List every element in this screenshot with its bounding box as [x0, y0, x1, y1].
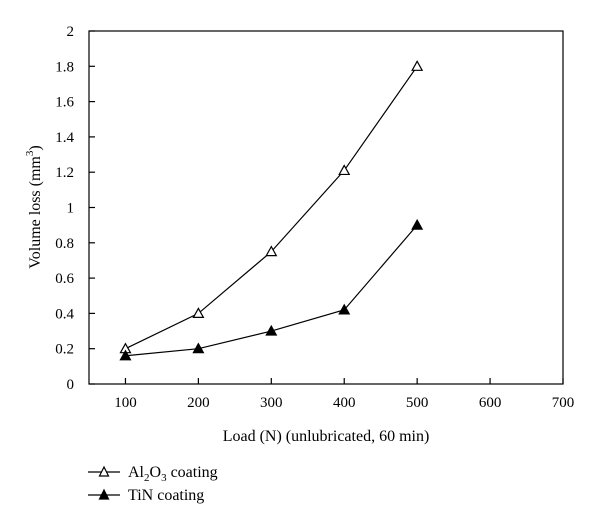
data-point-tin: [338, 303, 351, 315]
y-tick-label: 1.2: [55, 165, 74, 181]
data-point-al2o3: [192, 307, 205, 318]
legend-label-al2o3: Al2O3 coating: [128, 464, 218, 484]
x-tick-label: 300: [260, 395, 283, 411]
data-point-al2o3: [338, 164, 351, 176]
x-tick-label: 400: [333, 395, 356, 411]
x-axis-ticks: 100 200 300 400 500 600 700: [114, 378, 574, 411]
plot-frame: [88, 30, 564, 385]
y-axis-title-main: Volume loss (mm: [27, 156, 44, 269]
legend: Al2O3 coating TiN coating: [88, 464, 218, 504]
data-point-al2o3: [265, 245, 278, 257]
y-tick-label: 1: [67, 201, 75, 217]
y-tick-label: 0.8: [55, 236, 74, 252]
y-axis-title: Volume loss (mm3): [24, 145, 44, 268]
data-point-al2o3: [411, 60, 424, 71]
x-axis-title: Load (N) (unlubricated, 60 min): [223, 428, 430, 445]
legend-label-al2o3-sub-1: 2: [144, 472, 150, 484]
legend-marker-al2o3: [98, 465, 110, 477]
y-axis-title-close: ): [27, 145, 44, 150]
axes: [88, 30, 564, 385]
y-tick-label: 1.6: [55, 95, 74, 111]
data-point-tin: [192, 342, 205, 354]
x-tick-label: 100: [114, 395, 137, 411]
x-tick-label: 200: [187, 395, 210, 411]
x-tick-label: 600: [479, 395, 502, 411]
series-line-tin: [125, 224, 418, 357]
legend-label-tin: TiN coating: [128, 487, 204, 504]
series-line-al2o3: [125, 65, 418, 350]
y-tick-label: 0.4: [55, 306, 74, 322]
legend-label-al2o3-part-3: coating: [167, 464, 218, 481]
legend-item-al2o3: Al2O3 coating: [88, 464, 218, 484]
data-point-tin: [119, 349, 132, 361]
legend-label-al2o3-part-1: Al: [128, 464, 145, 481]
y-tick-label: 0.2: [55, 342, 74, 358]
y-tick-label: 0.6: [55, 271, 74, 287]
legend-label-al2o3-sub-2: 3: [161, 472, 167, 484]
legend-label-al2o3-part-2: O: [150, 464, 162, 481]
y-axis-ticks: 0 0.2 0.4 0.6 0.8 1 1.2 1.4 1.6 1.8 2: [55, 24, 95, 393]
legend-marker-tin: [98, 488, 110, 500]
data-point-tin: [411, 218, 424, 230]
y-axis-title-superscript: 3: [24, 150, 36, 156]
y-tick-label: 1.8: [55, 59, 74, 75]
legend-item-tin: TiN coating: [88, 487, 204, 504]
x-tick-label: 500: [406, 395, 429, 411]
data-point-tin: [265, 324, 278, 336]
y-tick-label: 1.4: [55, 130, 74, 146]
series: [119, 60, 424, 361]
y-tick-label: 2: [67, 24, 75, 40]
y-tick-label: 0: [67, 377, 75, 393]
x-tick-label: 700: [552, 395, 575, 411]
